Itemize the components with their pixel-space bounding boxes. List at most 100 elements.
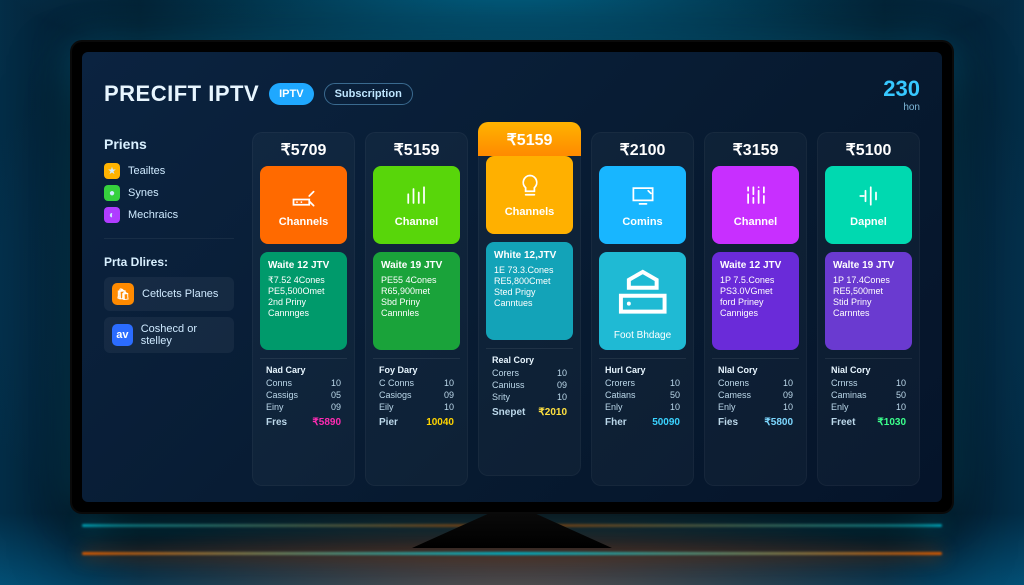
sidebar-item-label: Synes [128,187,159,199]
balance-unit: hon [883,102,920,113]
plan-card[interactable]: ₹5159 Channel Waite 19 JTV PE55 4ConesR65,9… [365,132,468,486]
plan-footer: Hurl CaryCrorers10Catians50Enly10Fher500… [599,358,686,432]
plan-mid-title: Waite 12 JTV [268,260,339,273]
plan-footer: Foy Dary C Conns10Casiogs09Eily10 Pier1004… [373,358,460,432]
plan-footer-row: Crnrss10 [831,377,906,389]
plan-footer: Nial CoryCrnrss10Caminas50Enly10Freet₹10… [825,358,912,432]
bars-icon [403,182,431,210]
plan-tile[interactable]: Channels [260,166,347,244]
sidebar-tile-label: Coshecd or stelley [141,323,226,347]
plan-final-price: Snepet₹2010 [492,407,567,418]
plan-final-price: Fres₹5890 [266,417,341,428]
plan-card[interactable]: ₹5159 Channels White 12,JTV 1E 73.3.ConesRE… [478,122,581,476]
plan-mid-line: Cannnles [381,308,452,319]
sidebar-heading-prices: Priens [104,136,234,152]
sidebar-item-icon: ● [104,185,120,201]
plan-tile[interactable]: Channel [712,166,799,244]
plan-footer-row: C Conns10 [379,377,454,389]
plan-price: ₹5159 [478,122,581,156]
plan-mid-line: Sted Prigy [494,287,565,298]
plan-tile-label: Dapnel [850,216,887,228]
plan-tile[interactable]: Channels [486,156,573,234]
plan-price: ₹5159 [365,132,468,166]
sidebar-item[interactable]: ◐Mechraics [104,204,234,226]
plan-mid-line: Canniges [720,308,791,319]
plan-tile[interactable]: Channel [373,166,460,244]
sidebar-item-icon: ◐ [104,207,120,223]
plan-footer-row: Srity10 [492,391,567,403]
plan-footer-row: Conns10 [266,377,341,389]
plan-card[interactable]: ₹3159ChannelWaite 12 JTV1P 7.5.ConesPS3.… [704,132,807,486]
plan-footer-row: Corers10 [492,367,567,379]
app-title: PRECIFT IPTV [104,81,259,107]
plan-mid-line: PS3.0VGmet [720,286,791,297]
plan-footer-title: Hurl Cary [605,365,680,375]
pill-iptv[interactable]: IPTV [269,83,313,105]
plan-footer-row: Caniuss09 [492,379,567,391]
sidebar: Priens ★Teailtes ● Synes ◐Mechraics Prta Dl… [104,132,234,486]
plan-price: ₹5709 [252,132,355,166]
plan-mid-title: Waite 12 JTV [720,260,791,273]
plan-final-price: Pier10040 [379,417,454,428]
plan-footer-row: Caminas50 [831,389,906,401]
plan-mid-line: ford Priney [720,297,791,308]
plan-footer-row: Casiogs09 [379,389,454,401]
storage-icon [611,260,675,324]
sidebar-item[interactable]: ● Synes [104,182,234,204]
plan-tile-label: Channel [395,216,438,228]
plan-mid-title: White 12,JTV [494,250,565,263]
plan-mid-line: PE55 4Cones [381,275,452,286]
plan-footer-row: Eily10 [379,401,454,413]
sound-icon [855,182,883,210]
plan-card[interactable]: ₹2100Comins Foot Bhdage Hurl Cary Crorers10… [591,132,694,486]
router-icon [290,182,318,210]
plan-mid-line: 2nd Priny [268,297,339,308]
pill-subscription[interactable]: Subscription [324,83,413,105]
plan-card[interactable]: ₹5100DapnelWalte 19 JTV1P 17.4ConesRE5,5… [817,132,920,486]
plan-tile-label: Channel [734,216,777,228]
plan-mid-line: Stid Priny [833,297,904,308]
bag-icon: 🛍 [112,283,134,305]
plan-price: ₹2100 [591,132,694,166]
sidebar-tile-av[interactable]: av Coshecd or stelley [104,317,234,353]
plan-mid-title: Walte 19 JTV [833,260,904,273]
plans-row: ₹5709ChannelsWaite 12 JTV₹7.52 4ConesPE5… [252,132,920,486]
plan-mid-title: Waite 19 JTV [381,260,452,273]
plan-footer-row: Catians50 [605,389,680,401]
plan-mid-line: Sbd Priny [381,297,452,308]
sidebar-item[interactable]: ★Teailtes [104,160,234,182]
plan-midcard: Waite 19 JTV PE55 4ConesR65,900metSbd Pri… [373,252,460,350]
plan-tile[interactable]: Comins [599,166,686,244]
plan-footer-row: Camess09 [718,389,793,401]
plan-midcard: Waite 12 JTV₹7.52 4ConesPE5,500Omet2nd P… [260,252,347,350]
plan-tile[interactable]: Dapnel [825,166,912,244]
plan-mid-line: 1P 7.5.Cones [720,275,791,286]
plan-tile-label: Channels [505,206,555,218]
plan-footer-title: Nial Cory [831,365,906,375]
tv-frame: PRECIFT IPTV IPTV Subscription 230 hon P… [72,42,952,512]
plan-mid-line: R65,900met [381,286,452,297]
sidebar-tile-plans[interactable]: 🛍 Cetlcets Planes [104,277,234,311]
plan-footer-title: Foy Dary [379,365,454,375]
sidebar-heading-dirs: Prta Dlires: [104,255,234,269]
plan-footer-title: Nlal Cory [718,365,793,375]
plan-midcard: Foot Bhdage [599,252,686,350]
plan-mid-line: ₹7.52 4Cones [268,275,339,286]
sidebar-item-label: Teailtes [128,165,165,177]
plan-final-price: Freet₹1030 [831,417,906,428]
plan-footer-row: Crorers10 [605,377,680,389]
plan-mid-line: Cannnges [268,308,339,319]
equalizer-icon [742,182,770,210]
bulb-icon [516,172,544,200]
plan-card[interactable]: ₹5709ChannelsWaite 12 JTV₹7.52 4ConesPE5… [252,132,355,486]
plan-mid-line: Canntues [494,298,565,309]
plan-mid-line: Carnntes [833,308,904,319]
plan-footer-row: Conens10 [718,377,793,389]
plan-footer: Nad CaryConns10Cassigs05Einy09Fres₹5890 [260,358,347,432]
plan-mid-label: Foot Bhdage [614,330,671,343]
plan-mid-line: RE5,800Cmet [494,276,565,287]
av-icon: av [112,324,133,346]
plan-mid-line: RE5,500met [833,286,904,297]
plan-mid-line: 1E 73.3.Cones [494,265,565,276]
plan-price: ₹5100 [817,132,920,166]
